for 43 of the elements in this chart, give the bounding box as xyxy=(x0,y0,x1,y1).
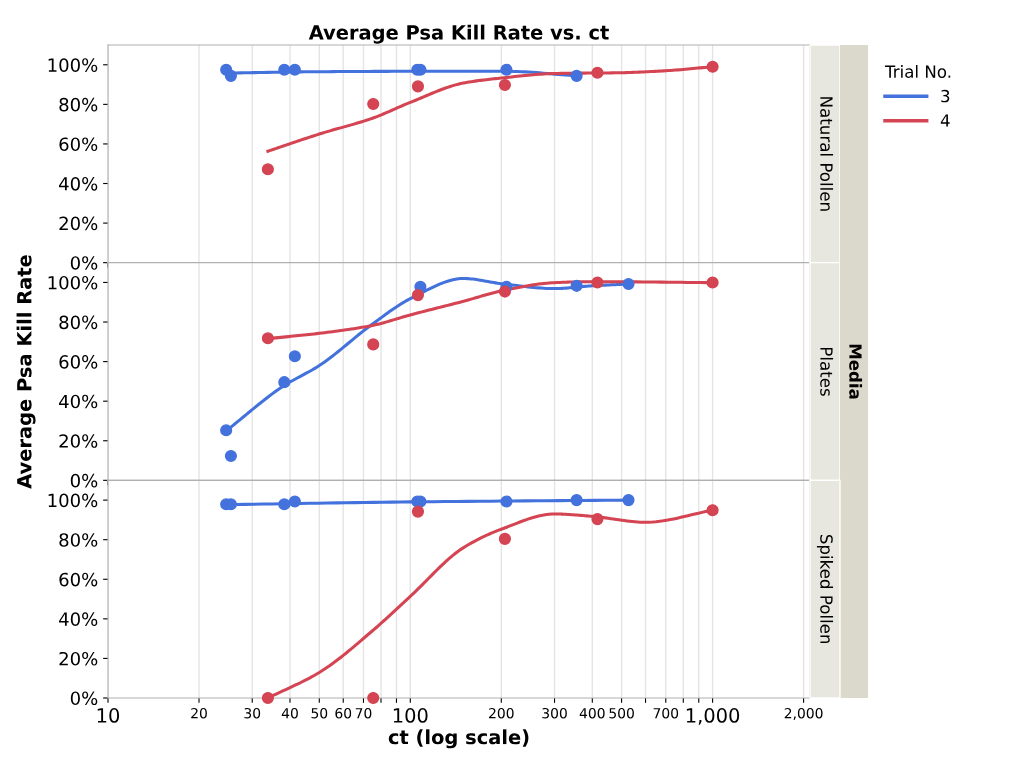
y-tick-label: 100% xyxy=(48,275,98,290)
text: Natural Pollen xyxy=(820,97,834,211)
x-tick-label: 1,000 xyxy=(686,708,740,725)
y-tick-label: 20% xyxy=(59,651,98,666)
x-tick-label: 60 xyxy=(335,707,352,719)
y-axis-title: Average Psa Kill Rate xyxy=(16,255,36,489)
x-tick-label: 2,000 xyxy=(784,707,823,720)
legend-title: Trial No. xyxy=(884,65,951,78)
x-tick-label: 700 xyxy=(653,707,679,719)
x-tick-label: 20 xyxy=(191,707,207,719)
text: Media xyxy=(849,344,863,399)
y-tick-label: 60% xyxy=(59,137,98,152)
y-tick-label: 40% xyxy=(59,394,98,409)
x-tick-label: 200 xyxy=(489,707,514,719)
y-tick-label: 40% xyxy=(59,612,98,626)
chart-title: Average Psa Kill Rate vs. ct xyxy=(308,24,609,44)
y-tick-label: 20% xyxy=(59,216,98,231)
x-tick-label: 300 xyxy=(542,707,567,719)
y-tick-label: 40% xyxy=(59,176,98,191)
x-tick-label: 40 xyxy=(281,707,298,719)
y-tick-label: 0% xyxy=(70,473,98,488)
x-tick-label: 100 xyxy=(393,708,428,723)
x-tick-label: 50 xyxy=(311,707,328,719)
y-tick-label: 100% xyxy=(48,493,98,508)
y-tick-label: 60% xyxy=(59,355,98,369)
x-tick-label: 400 xyxy=(579,707,605,719)
y-tick-label: 0% xyxy=(70,691,98,706)
y-tick-label: 100% xyxy=(48,58,98,72)
legend-label: 3 xyxy=(941,89,950,103)
x-axis-title: ct (log scale) xyxy=(388,729,529,749)
x-tick-label: 30 xyxy=(244,707,261,719)
y-tick-label: 80% xyxy=(59,533,98,547)
x-tick-label: 500 xyxy=(609,707,634,719)
y-tick-label: 80% xyxy=(59,97,98,112)
x-tick-label: 10 xyxy=(97,708,120,723)
y-tick-label: 80% xyxy=(59,315,98,330)
text: Plates xyxy=(820,347,834,396)
legend-label: 4 xyxy=(940,114,950,127)
y-tick-label: 20% xyxy=(59,434,98,448)
text: Spiked Pollen xyxy=(816,534,834,644)
y-tick-label: 0% xyxy=(70,256,98,270)
y-tick-label: 60% xyxy=(59,572,98,587)
x-tick-label: 70 xyxy=(355,707,372,719)
